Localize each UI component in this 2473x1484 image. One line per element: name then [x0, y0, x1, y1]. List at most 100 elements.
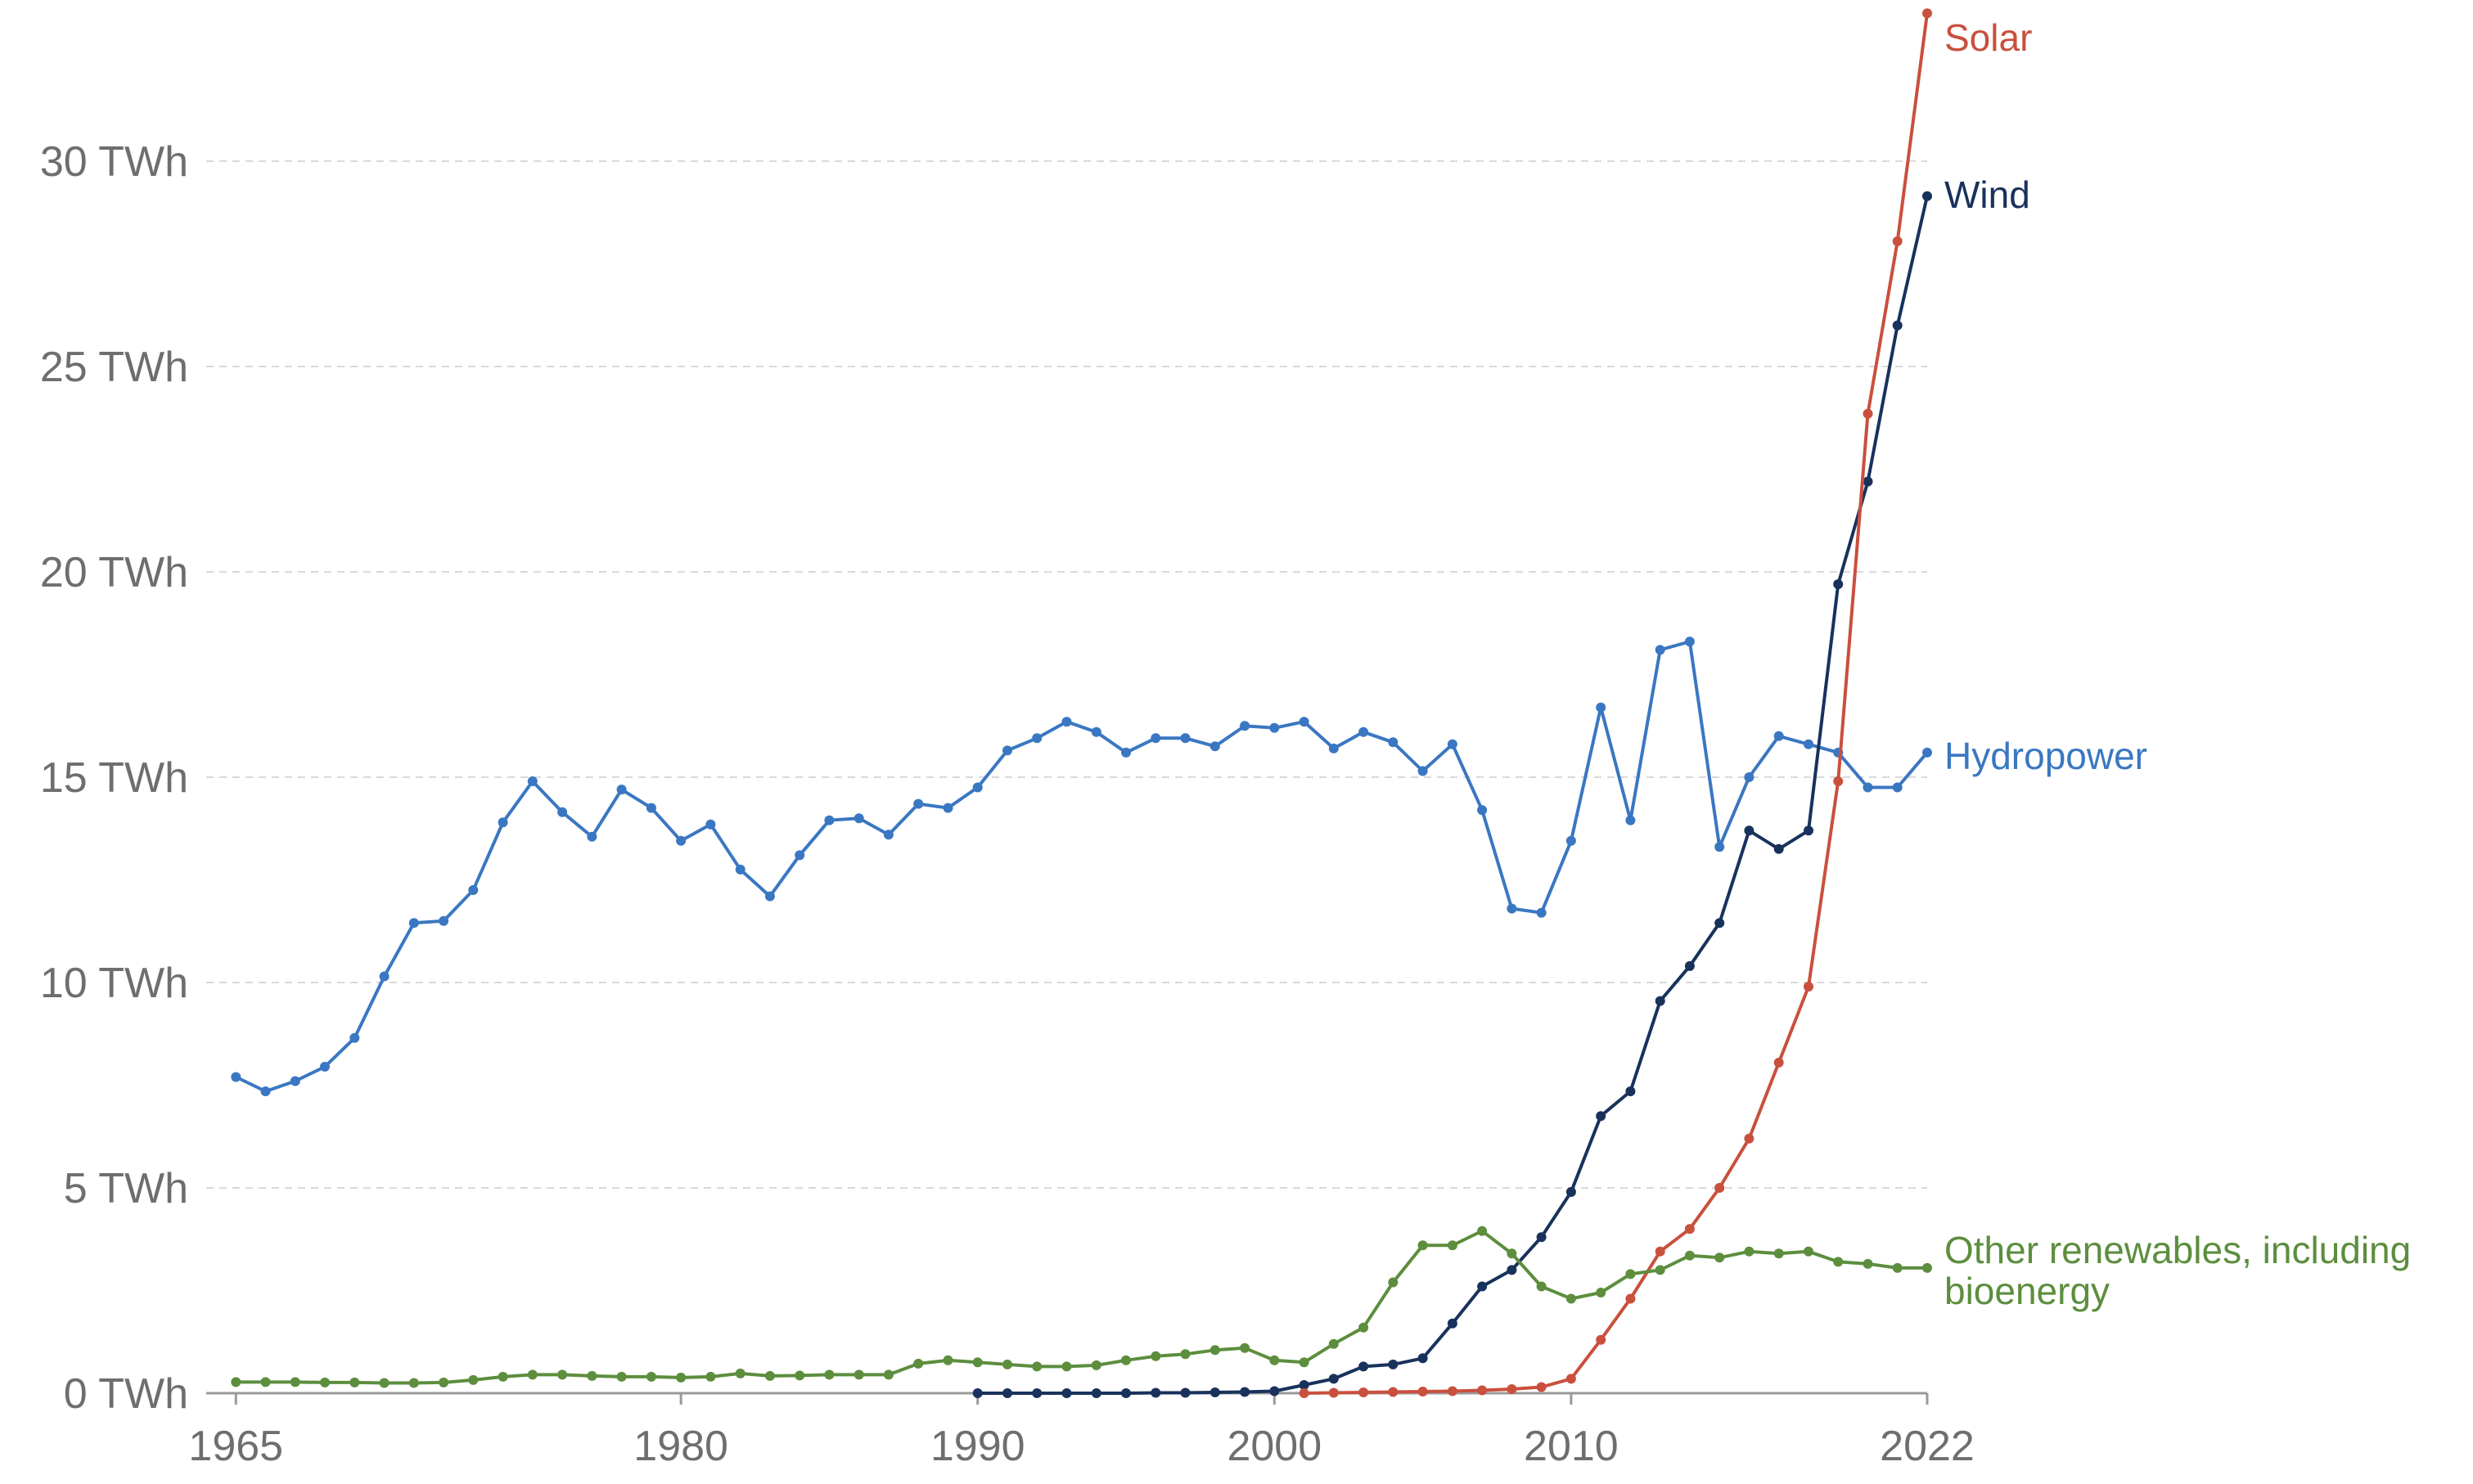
data-point [943, 803, 953, 813]
data-point [1002, 1359, 1012, 1369]
data-point [527, 1369, 538, 1380]
data-point [883, 1369, 894, 1380]
data-point [1477, 805, 1488, 816]
data-point [1922, 1262, 1932, 1273]
y-tick-label: 30 TWh [40, 138, 188, 186]
data-point [1209, 1387, 1220, 1397]
data-point [1507, 903, 1517, 914]
data-point [1714, 1252, 1725, 1263]
data-point [1833, 776, 1844, 786]
data-point [1625, 1293, 1636, 1304]
data-point [320, 1377, 330, 1387]
data-point [1151, 1387, 1161, 1398]
data-point [764, 891, 775, 902]
data-point [1240, 1387, 1250, 1397]
data-point [1507, 1248, 1517, 1259]
data-point [1655, 996, 1665, 1006]
data-point [1388, 1277, 1399, 1288]
data-point [1804, 1246, 1813, 1257]
data-point [1655, 645, 1665, 655]
data-point [1358, 1322, 1369, 1333]
data-point [972, 1388, 983, 1398]
data-point [468, 1374, 479, 1385]
y-tick-label: 10 TWh [40, 960, 188, 1007]
data-point [1773, 1248, 1784, 1259]
data-point [1892, 236, 1903, 246]
data-point [1417, 766, 1428, 776]
series-label: Solar [1944, 16, 2032, 59]
data-point [1002, 745, 1012, 756]
data-point [1328, 1338, 1339, 1349]
data-point [260, 1377, 271, 1387]
data-point [1744, 772, 1755, 782]
data-point [1240, 721, 1250, 731]
data-point [1299, 717, 1309, 727]
data-point [1565, 1187, 1576, 1197]
data-point [913, 798, 924, 809]
series-line [236, 1229, 1927, 1385]
data-point [1417, 1240, 1428, 1251]
data-point [349, 1377, 360, 1387]
data-point [735, 864, 746, 875]
data-point [408, 1378, 419, 1388]
data-point [379, 1378, 390, 1388]
data-point [646, 803, 656, 813]
data-point [1121, 1355, 1131, 1365]
data-point [824, 815, 835, 825]
data-point [290, 1076, 300, 1086]
data-point [1596, 702, 1606, 713]
data-point [231, 1072, 241, 1082]
data-point [1536, 1382, 1547, 1392]
data-point [1625, 815, 1636, 825]
data-point [1299, 1357, 1309, 1368]
data-point [1863, 476, 1873, 487]
data-point [1269, 1355, 1280, 1365]
data-point [705, 1371, 716, 1382]
data-point [854, 813, 864, 824]
data-point [1507, 1265, 1517, 1275]
data-point [1684, 1250, 1695, 1261]
data-point [1684, 636, 1695, 647]
data-point [1002, 1388, 1012, 1398]
data-point [1536, 1281, 1547, 1292]
data-point [1269, 1386, 1280, 1396]
data-point [1863, 782, 1873, 793]
data-point [1061, 717, 1072, 727]
data-point [1565, 1293, 1576, 1304]
data-point [1596, 1334, 1606, 1345]
data-point [1536, 907, 1547, 918]
data-point [1328, 1387, 1339, 1398]
data-point [1061, 1388, 1072, 1398]
data-point [320, 1061, 330, 1072]
data-point [1209, 1345, 1220, 1356]
data-point [972, 1357, 983, 1368]
data-point [260, 1086, 271, 1096]
y-tick-label: 25 TWh [40, 344, 188, 391]
data-point [1180, 733, 1191, 744]
data-point [616, 1371, 627, 1382]
data-point [1417, 1353, 1428, 1364]
series-label-line: Other renewables, including [1944, 1229, 2411, 1271]
series-label-line: Solar [1944, 16, 2032, 59]
data-point [498, 817, 508, 828]
data-point [1121, 747, 1131, 758]
data-point [1892, 1262, 1903, 1273]
data-point [1121, 1388, 1131, 1398]
data-point [1744, 1133, 1755, 1144]
series-line [977, 196, 1929, 1395]
data-point [1151, 733, 1161, 744]
data-point [1358, 726, 1369, 737]
data-point [1804, 982, 1813, 992]
data-point [557, 1369, 568, 1380]
x-tick-label: 1965 [188, 1423, 283, 1470]
data-point [1596, 1288, 1606, 1297]
data-point [1565, 835, 1576, 846]
data-point [1388, 1359, 1399, 1369]
data-point [1091, 726, 1101, 737]
data-point [795, 850, 805, 861]
data-point [1773, 731, 1784, 741]
series-labels: Hydropower Wind Solar Other renewables, inc… [1944, 16, 2411, 1312]
x-tick-label: 1980 [633, 1423, 728, 1470]
data-point [1863, 1258, 1873, 1269]
